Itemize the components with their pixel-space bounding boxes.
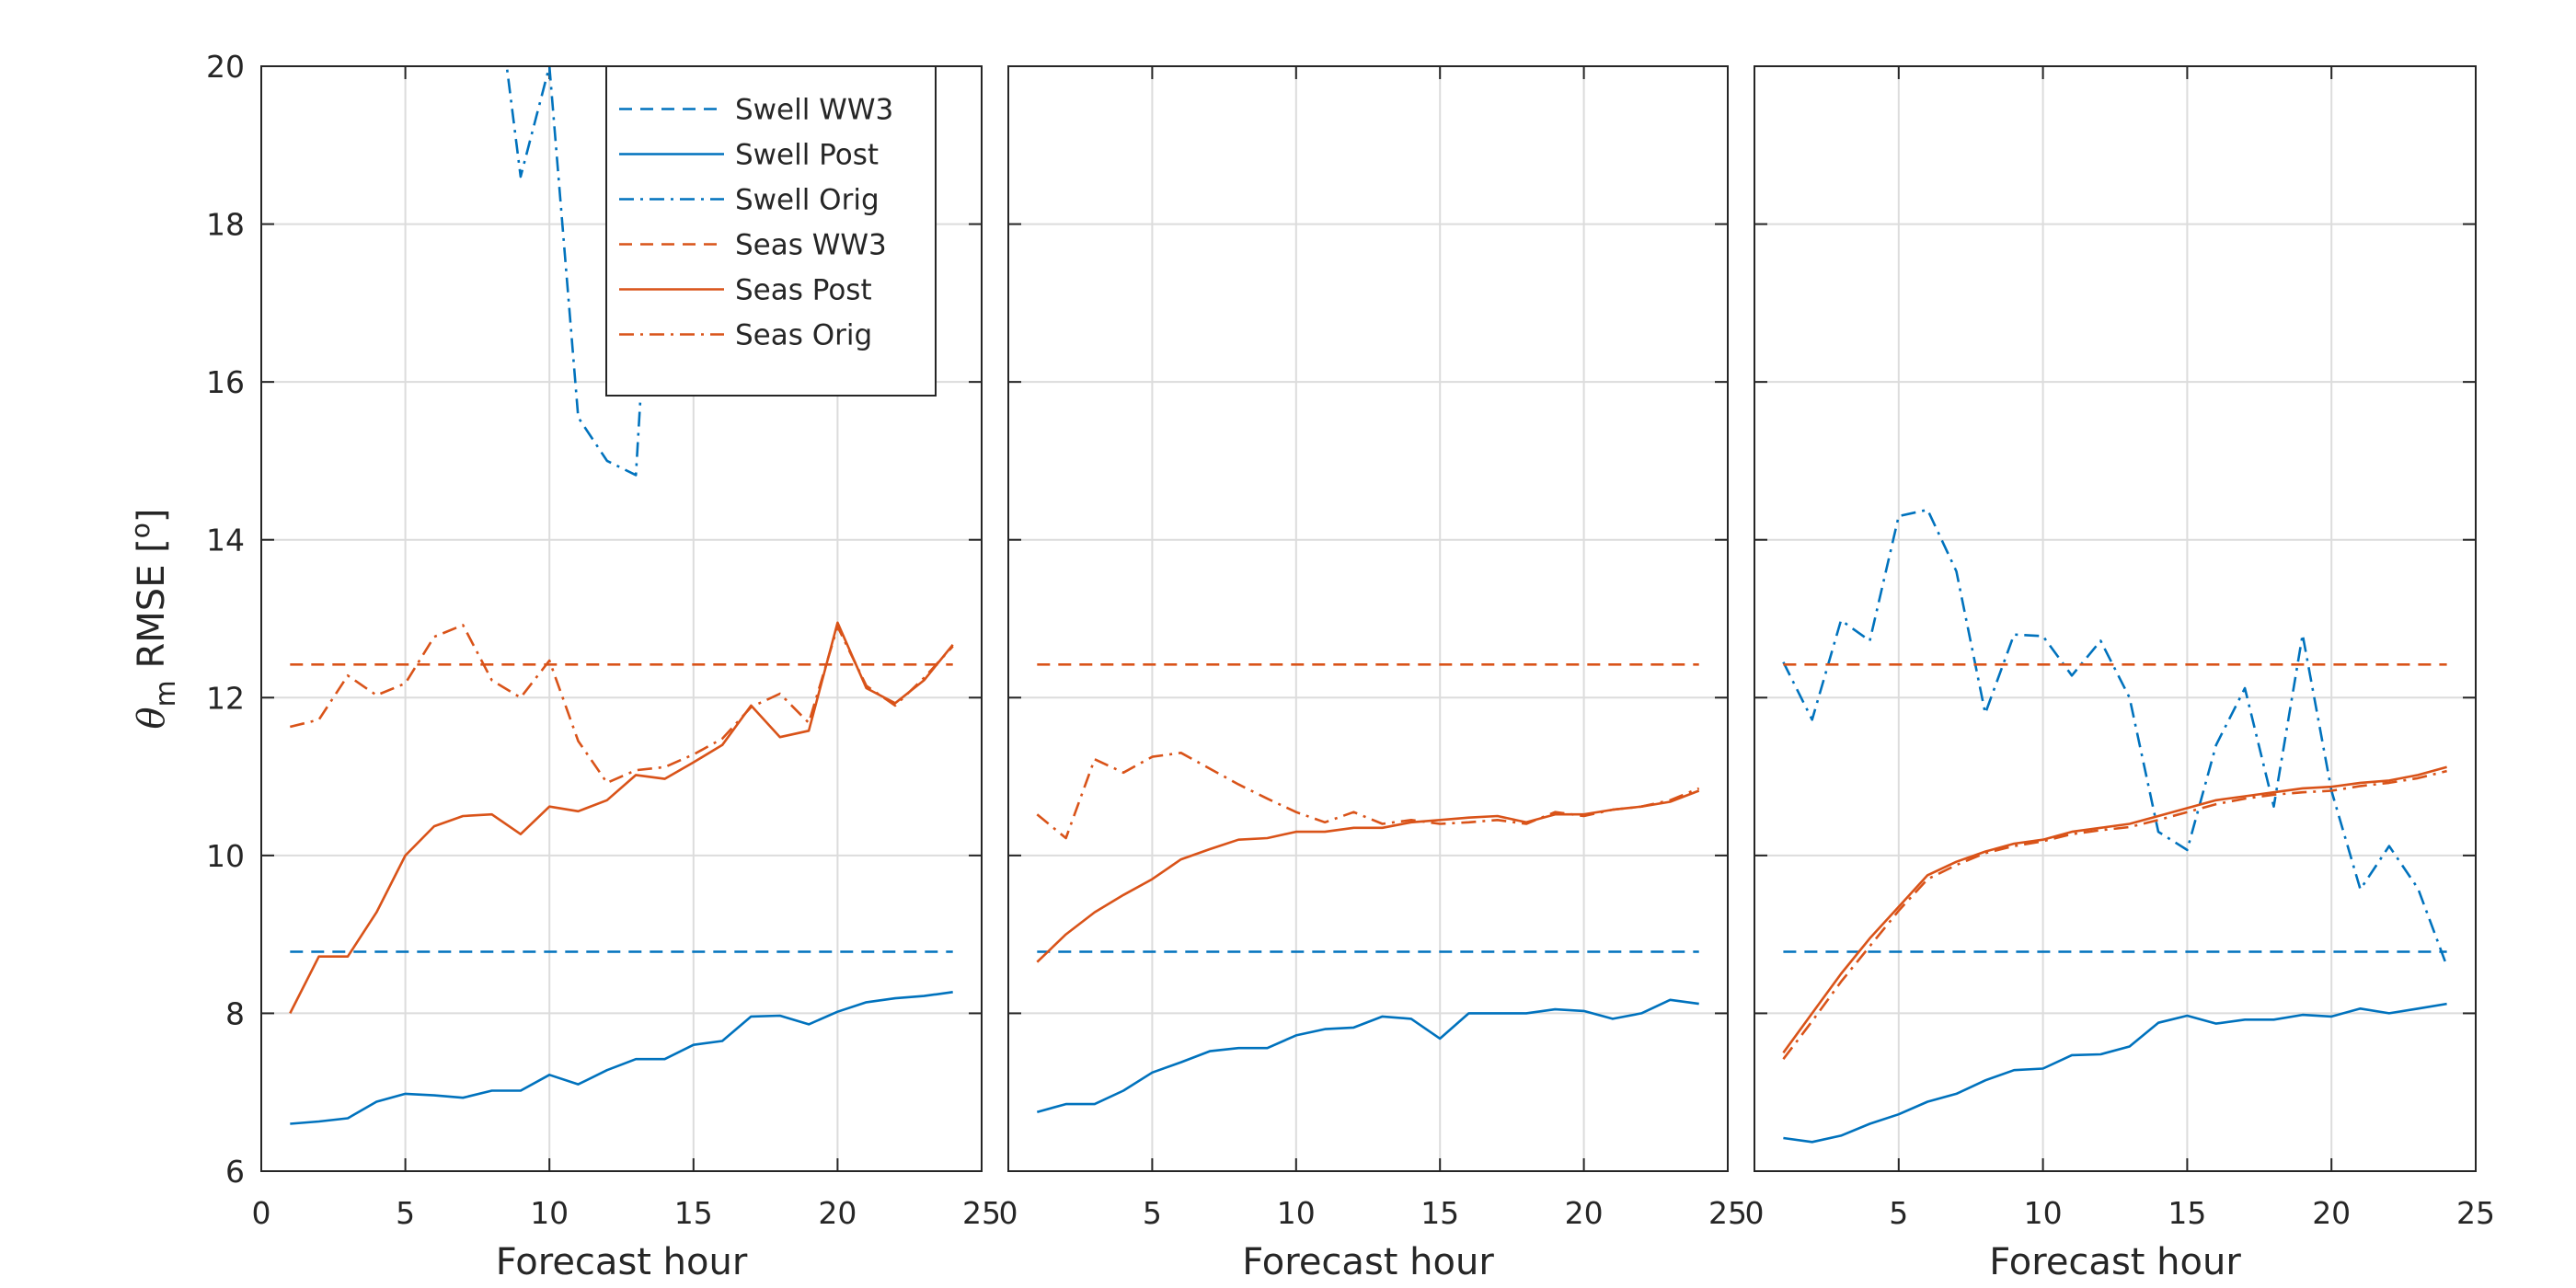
panel: 0 5 10 15 20 25 Forecast hour: [999, 65, 1747, 1283]
series-line: [1036, 789, 1700, 963]
symbol: θ: [131, 707, 173, 729]
series-line: [1783, 1002, 2447, 1144]
plot-box: [1007, 65, 1729, 1172]
x-tick-label: 20: [1565, 1195, 1604, 1231]
x-tick-label: 25: [962, 1195, 1001, 1231]
x-tick-label: 10: [530, 1195, 569, 1231]
x-tick-label: 15: [2168, 1195, 2206, 1231]
superscript: o: [125, 523, 155, 538]
series-line: [1036, 752, 1700, 840]
legend: Swell WW3 Swell Post Swell Orig Seas WW3 Sea…: [605, 65, 937, 397]
lines: [1036, 663, 1700, 1113]
label-text: RMSE [: [131, 538, 173, 680]
legend-label: Swell Post: [735, 139, 879, 172]
x-axis-label: Forecast hour: [1242, 1241, 1494, 1283]
x-tick-label: 5: [1889, 1195, 1908, 1231]
x-tick-label: 20: [2312, 1195, 2351, 1231]
x-axis-label: Forecast hour: [496, 1241, 748, 1283]
y-tick-label: 14: [206, 523, 245, 558]
x-tick-label: 10: [1277, 1195, 1316, 1231]
label-close: ]: [131, 508, 173, 523]
x-tick-label: 15: [1420, 1195, 1459, 1231]
y-axis-label: θm RMSE [o]: [125, 508, 182, 729]
legend-label: Swell Orig: [735, 184, 880, 217]
x-tick-label: 0: [252, 1195, 271, 1231]
y-tick-label: 10: [206, 838, 245, 874]
x-tick-label: 0: [999, 1195, 1018, 1231]
x-axis-label: Forecast hour: [1989, 1241, 2241, 1283]
y-tick-label: 8: [225, 995, 245, 1031]
x-tick-label: 5: [1143, 1195, 1162, 1231]
series-line: [289, 624, 954, 785]
plot-box: [1754, 65, 2477, 1172]
y-tick-label: 6: [225, 1154, 245, 1190]
subscript: m: [150, 680, 182, 707]
legend-label: Seas Orig: [735, 319, 872, 352]
panel: 0 5 10 15 20 25 6 8 10 12 14 16 18 20 Forecast hour θm …: [125, 49, 1001, 1283]
lines: [289, 66, 954, 1125]
series-line: [289, 621, 954, 1014]
x-tick-label: 25: [2456, 1195, 2495, 1231]
x-tick-label: 5: [396, 1195, 415, 1231]
panel: 0 5 10 15 20 25 Forecast hour: [1745, 65, 2495, 1283]
series-line: [1782, 508, 2448, 967]
legend-label: Swell WW3: [735, 94, 893, 127]
legend-label: Seas WW3: [735, 229, 887, 262]
y-tick-label: 20: [206, 49, 245, 85]
x-tick-label: 25: [1708, 1195, 1747, 1231]
series-line: [1036, 998, 1699, 1113]
y-tick-label: 18: [206, 207, 245, 243]
x-tick-label: 10: [2024, 1195, 2063, 1231]
series-line: [290, 991, 953, 1125]
x-tick-label: 15: [674, 1195, 713, 1231]
series-line: [1782, 765, 2447, 1054]
lines: [1782, 508, 2448, 1144]
legend-label: Seas Post: [735, 274, 872, 307]
series-line: [1782, 769, 2447, 1060]
y-tick-label: 12: [206, 680, 245, 716]
x-tick-label: 20: [818, 1195, 857, 1231]
legend-box: [605, 65, 937, 397]
y-tick-label: 16: [206, 364, 245, 400]
x-tick-label: 0: [1745, 1195, 1765, 1231]
